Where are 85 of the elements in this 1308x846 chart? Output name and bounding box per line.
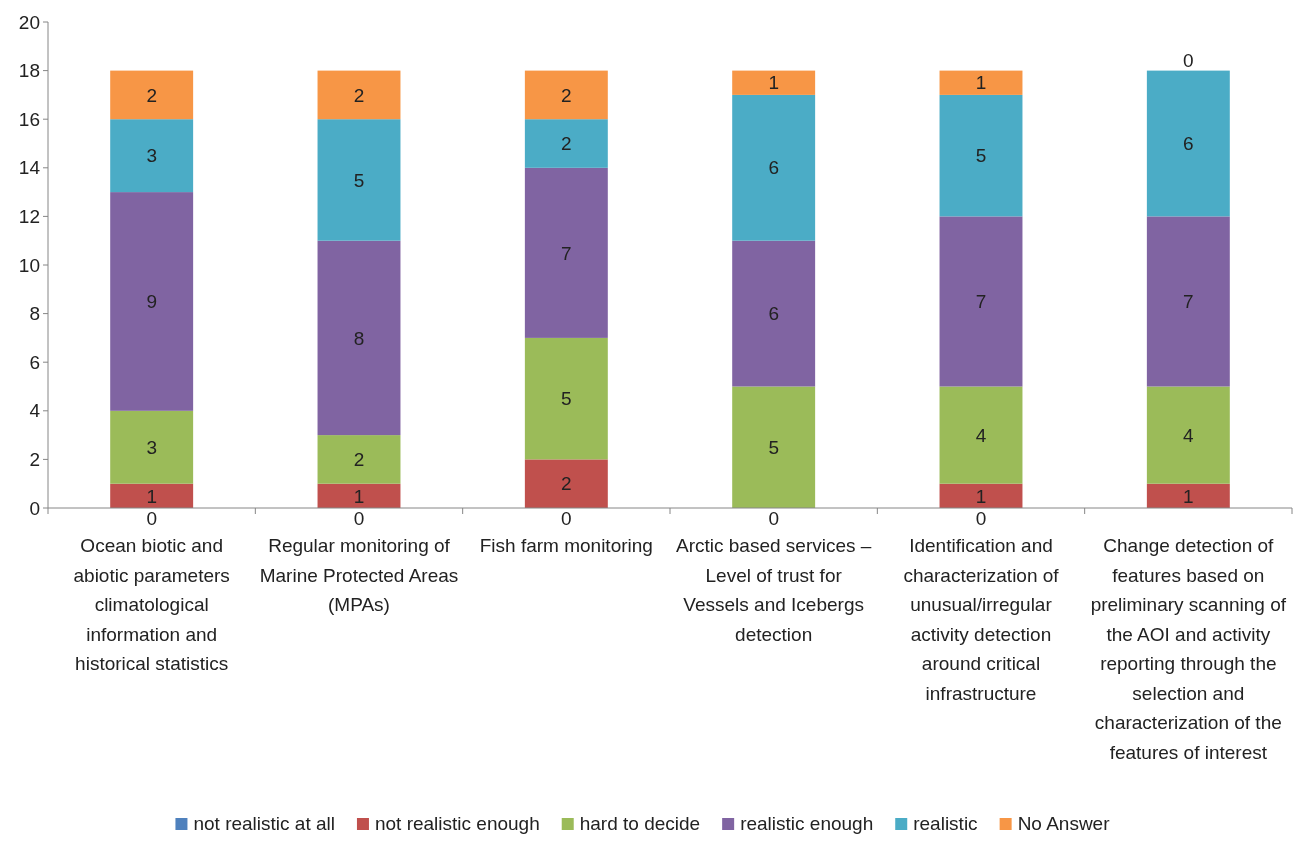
legend-label: realistic bbox=[913, 813, 978, 834]
bar bbox=[1146, 216, 1230, 387]
data-label: 1 bbox=[353, 485, 365, 507]
bar bbox=[732, 70, 816, 95]
legend-label: realistic enough bbox=[740, 813, 874, 834]
bar bbox=[524, 337, 608, 460]
y-tick-label: 18 bbox=[18, 60, 40, 82]
bar bbox=[1146, 483, 1230, 508]
y-tick-label: 8 bbox=[29, 303, 40, 325]
annotation: 0 bbox=[1183, 49, 1194, 71]
data-label: 1 bbox=[975, 485, 987, 507]
bar bbox=[317, 70, 401, 120]
annotation: 0 bbox=[768, 508, 779, 529]
bar bbox=[939, 386, 1023, 484]
data-label: 2 bbox=[353, 449, 365, 471]
bar bbox=[524, 70, 608, 120]
bar bbox=[317, 483, 401, 508]
data-label: 7 bbox=[561, 242, 572, 264]
data-label: 4 bbox=[975, 424, 987, 446]
legend-label: not realistic enough bbox=[374, 813, 540, 834]
bar bbox=[1146, 70, 1230, 217]
data-label: 6 bbox=[768, 157, 779, 179]
annotation: 0 bbox=[561, 508, 572, 529]
data-label: 5 bbox=[561, 388, 572, 410]
x-tick-label: Arctic based services – Level of trust for Vessels and Icebergs detection bbox=[675, 535, 872, 645]
data-label: 2 bbox=[146, 84, 157, 106]
x-tick-label: Ocean biotic and abiotic parameters climatological information and historical statistics bbox=[73, 535, 230, 674]
bar bbox=[939, 216, 1023, 387]
y-tick-label: 10 bbox=[18, 254, 40, 276]
bar bbox=[110, 70, 194, 120]
data-label: 8 bbox=[353, 327, 365, 349]
data-label: 5 bbox=[975, 145, 987, 167]
y-tick-label: 20 bbox=[18, 11, 40, 33]
bar bbox=[524, 167, 608, 338]
bar bbox=[110, 410, 194, 484]
data-label: 3 bbox=[146, 436, 157, 458]
y-tick-label: 4 bbox=[29, 400, 41, 422]
data-label: 2 bbox=[561, 133, 572, 155]
annotation: 0 bbox=[146, 508, 157, 529]
legend-label: No Answer bbox=[1017, 813, 1111, 834]
data-label: 5 bbox=[353, 169, 365, 191]
data-label: 1 bbox=[768, 72, 779, 94]
bar bbox=[524, 119, 608, 168]
y-tick-label: 0 bbox=[29, 497, 40, 519]
data-label: 1 bbox=[1183, 485, 1194, 507]
x-tick-label: Change detection of features based on preliminary scanning of the AOI and activity reporting through the selection and characterization of the features of interest bbox=[1090, 535, 1287, 763]
y-tick-label: 14 bbox=[18, 157, 41, 179]
x-tick-label: Regular monitoring of Marine Protected Areas (MPAs) bbox=[259, 535, 459, 615]
bar bbox=[939, 94, 1023, 217]
bar bbox=[317, 435, 401, 484]
data-label: 2 bbox=[561, 84, 572, 106]
data-label: 7 bbox=[975, 291, 987, 313]
x-tick-label: Identification and characterization of unusual/irregular activity detection around critical infrastructure bbox=[903, 535, 1060, 704]
data-label: 7 bbox=[1183, 291, 1194, 313]
bar bbox=[524, 459, 608, 508]
legend-label: not realistic at all bbox=[193, 813, 335, 834]
data-label: 5 bbox=[768, 436, 779, 458]
data-label: 3 bbox=[146, 145, 157, 167]
data-label: 4 bbox=[1183, 424, 1195, 446]
annotation: 0 bbox=[975, 508, 987, 529]
legend-label: hard to decide bbox=[579, 813, 701, 834]
bar bbox=[317, 119, 401, 241]
data-label: 1 bbox=[975, 72, 987, 94]
bar bbox=[732, 240, 816, 387]
bar bbox=[1146, 386, 1230, 484]
data-label: 2 bbox=[353, 84, 365, 106]
data-label: 2 bbox=[561, 473, 572, 495]
y-tick-label: 16 bbox=[18, 108, 40, 130]
annotation: 0 bbox=[353, 508, 365, 529]
data-label: 9 bbox=[146, 291, 157, 313]
bar bbox=[732, 94, 816, 241]
y-tick-label: 6 bbox=[29, 351, 40, 373]
data-label: 6 bbox=[1183, 133, 1194, 155]
bar bbox=[317, 240, 401, 436]
y-tick-label: 12 bbox=[18, 206, 40, 228]
bar bbox=[110, 192, 194, 411]
bar bbox=[939, 483, 1023, 508]
data-label: 6 bbox=[768, 303, 779, 325]
bar bbox=[110, 119, 194, 193]
bar bbox=[110, 483, 194, 508]
data-label: 1 bbox=[146, 485, 157, 507]
bar bbox=[732, 386, 816, 508]
x-tick-label: Fish farm monitoring bbox=[479, 535, 653, 556]
y-tick-label: 2 bbox=[29, 449, 40, 471]
bar bbox=[939, 70, 1023, 95]
